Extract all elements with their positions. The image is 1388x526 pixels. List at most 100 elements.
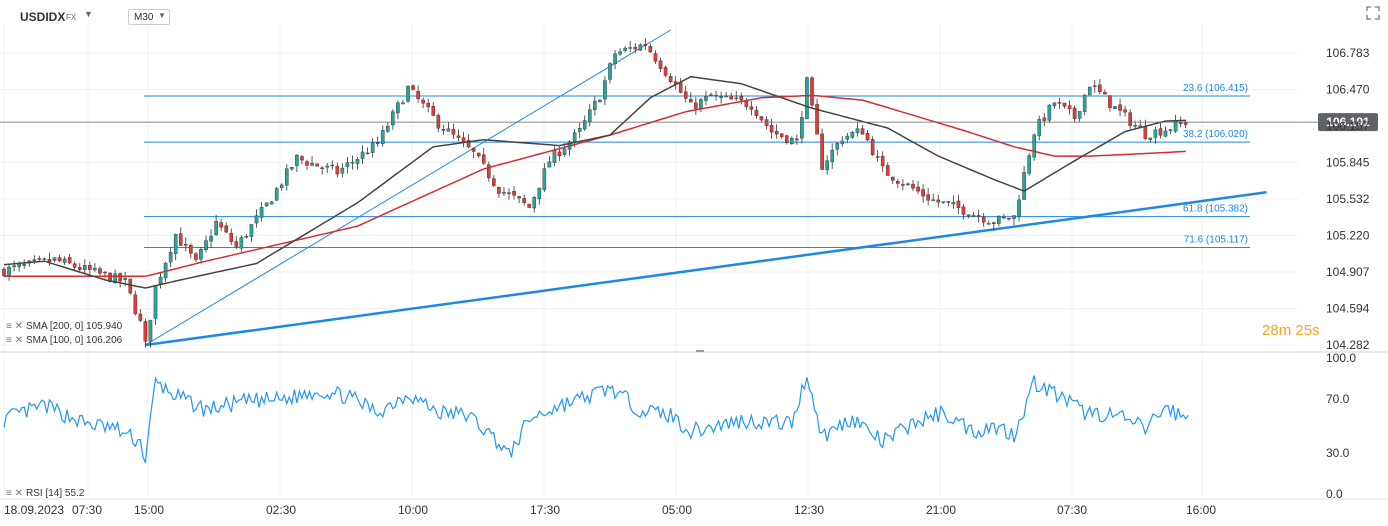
- legend-menu-icon[interactable]: ≡ ✕: [6, 335, 23, 346]
- candle-body: [1002, 216, 1006, 219]
- symbol-label[interactable]: USDIDX: [20, 10, 66, 24]
- candle-body: [734, 97, 739, 100]
- candle-body: [1163, 130, 1168, 137]
- candle-body: [623, 47, 627, 51]
- current-price-tag: [1318, 113, 1378, 132]
- candle-body: [300, 156, 304, 161]
- candle-body: [885, 165, 890, 176]
- candle-body: [315, 163, 319, 167]
- candle-body: [481, 154, 486, 164]
- candle-body: [426, 102, 431, 108]
- time-axis-label: 05:00: [662, 503, 692, 517]
- candle-body: [891, 176, 895, 181]
- candle-body: [416, 91, 420, 99]
- candle-body: [512, 191, 516, 196]
- candle-body: [249, 224, 254, 237]
- candle-body: [17, 263, 21, 267]
- price-axis-label: 104.907: [1326, 265, 1370, 279]
- candle-body: [1017, 199, 1021, 218]
- rsi-panel: 100.0 70.0 30.0 0.0: [3, 351, 1356, 501]
- time-axis-label: 21:00: [926, 503, 956, 517]
- fib-level-label: 71.6 (105.117): [1184, 235, 1248, 246]
- candle-body: [325, 165, 330, 168]
- rsi-axis-label: 0.0: [1326, 487, 1343, 501]
- rsi-axis-label: 30.0: [1326, 446, 1350, 460]
- legend-sma200[interactable]: ≡ ✕ SMA [200, 0] 105.940: [6, 321, 122, 332]
- candle-body: [406, 86, 410, 102]
- candle-body: [421, 99, 425, 104]
- candle-body: [487, 164, 491, 179]
- time-axis-label: 18.09.2023: [4, 503, 64, 517]
- candle-body: [739, 96, 744, 101]
- candle-body: [1042, 117, 1047, 122]
- candle-body: [522, 198, 526, 204]
- candle-body: [32, 259, 37, 261]
- candle-body: [330, 164, 335, 167]
- candle-body: [653, 53, 658, 62]
- candle-body: [254, 215, 259, 224]
- price-axis-label: 104.594: [1326, 302, 1370, 316]
- candle-body: [310, 162, 314, 166]
- fib-level-label: 38.2 (106.020): [1183, 129, 1248, 140]
- legend-sma100[interactable]: ≡ ✕ SMA [100, 0] 106.206: [6, 335, 122, 346]
- candle-body: [123, 277, 127, 280]
- timer-minutes: 28: [1262, 322, 1279, 339]
- candle-body: [380, 129, 385, 144]
- candle-body: [896, 181, 900, 184]
- candle-body: [204, 240, 208, 251]
- legend-sma200-value: 105.940: [86, 321, 123, 332]
- candle-body: [1092, 85, 1097, 87]
- sma200-line[interactable]: [4, 94, 1186, 278]
- candle-body: [471, 148, 476, 152]
- candle-body: [981, 216, 986, 223]
- candle-body: [1077, 111, 1082, 119]
- legend-menu-icon[interactable]: ≡ ✕: [6, 321, 23, 332]
- symbol-dropdown-icon[interactable]: ▼: [84, 9, 93, 19]
- candle-body: [1072, 107, 1077, 119]
- candle-body: [668, 76, 673, 83]
- candle-body: [274, 188, 279, 201]
- candle-body: [906, 183, 910, 185]
- candle-body: [456, 135, 461, 138]
- rsi-line[interactable]: [3, 375, 1189, 464]
- candle-body: [997, 216, 1001, 224]
- candle-body: [22, 264, 27, 266]
- time-axis-label: 10:00: [398, 503, 428, 517]
- timeframe-select[interactable]: M30: [128, 9, 170, 25]
- candle-body: [446, 128, 451, 132]
- candle-body: [1143, 126, 1148, 139]
- candle-body: [173, 234, 178, 254]
- panel-resize-handle[interactable]: [696, 350, 704, 352]
- candle-body: [729, 95, 733, 100]
- candle-body: [320, 167, 324, 169]
- price-axis-label: 105.220: [1326, 228, 1370, 242]
- sma100-line[interactable]: [3, 75, 1186, 289]
- fullscreen-icon[interactable]: [1366, 6, 1380, 20]
- candle-body: [921, 189, 925, 197]
- price-axis-label: 105.532: [1326, 192, 1370, 206]
- trend-line[interactable]: [145, 29, 671, 346]
- candle-body: [628, 47, 632, 49]
- candle-body: [527, 203, 531, 208]
- candle-body: [1012, 215, 1016, 219]
- candle-body: [618, 51, 622, 55]
- legend-menu-icon[interactable]: ≡ ✕: [6, 488, 23, 499]
- candle-body: [901, 184, 905, 186]
- candle-body: [860, 128, 865, 135]
- candle-body: [754, 109, 759, 116]
- legend-rsi[interactable]: ≡ ✕ RSI [14] 55.2: [6, 488, 84, 499]
- candle-body: [295, 154, 299, 166]
- candle-body: [365, 152, 370, 155]
- candlesticks: [2, 38, 1188, 348]
- rsi-axis-label: 100.0: [1326, 351, 1356, 365]
- time-axis-label: 07:30: [1057, 503, 1087, 517]
- candle-body: [492, 178, 496, 186]
- price-axis-label: 105.845: [1326, 156, 1370, 170]
- timeframe-dropdown-icon[interactable]: ▼: [158, 11, 166, 20]
- candle-body: [805, 77, 809, 120]
- grid-lines: [0, 23, 1388, 500]
- candle-body: [189, 244, 193, 254]
- trend-line[interactable]: [145, 191, 1267, 347]
